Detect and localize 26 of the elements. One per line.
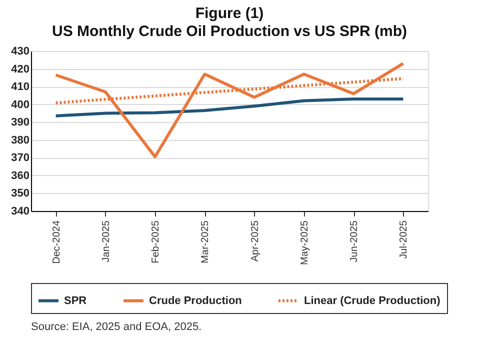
y-tick-label: 350 [11, 188, 30, 200]
y-tick-label: 400 [11, 98, 30, 111]
line-series [54, 62, 405, 158]
y-tick-label: 340 [11, 206, 30, 218]
legend-label: Linear (Crude Production) [304, 294, 441, 307]
x-tick-label: Feb-2025 [150, 220, 162, 264]
y-tick-label: 360 [11, 170, 30, 182]
x-tick-label: Dec-2024 [51, 220, 62, 264]
y-tick-label: 410 [11, 81, 30, 94]
legend-label: Crude Production [149, 294, 242, 307]
x-tick-label: May-2025 [299, 220, 310, 265]
chart-title: Figure (1) [195, 5, 264, 22]
y-tick-label: 420 [11, 63, 30, 76]
source-note: Source: EIA, 2025 and EOA, 2025. [31, 321, 202, 333]
x-tick-label: Mar-2025 [200, 220, 212, 264]
x-tick-label: Jun-2025 [349, 220, 360, 262]
y-tick-label: 370 [11, 152, 30, 164]
y-tick-label: 430 [11, 46, 30, 58]
chart-subtitle: US Monthly Crude Oil Production vs US SPR (mb) [52, 23, 408, 40]
x-tick-label: Apr-2025 [250, 220, 261, 262]
y-tick-label: 380 [11, 134, 30, 146]
line-series [54, 98, 405, 118]
y-tick-label: 390 [11, 116, 30, 129]
x-tick-label: Jan-2025 [100, 220, 112, 262]
x-tick-label: Jul-2025 [398, 220, 410, 259]
legend-label: SPR [64, 294, 87, 307]
